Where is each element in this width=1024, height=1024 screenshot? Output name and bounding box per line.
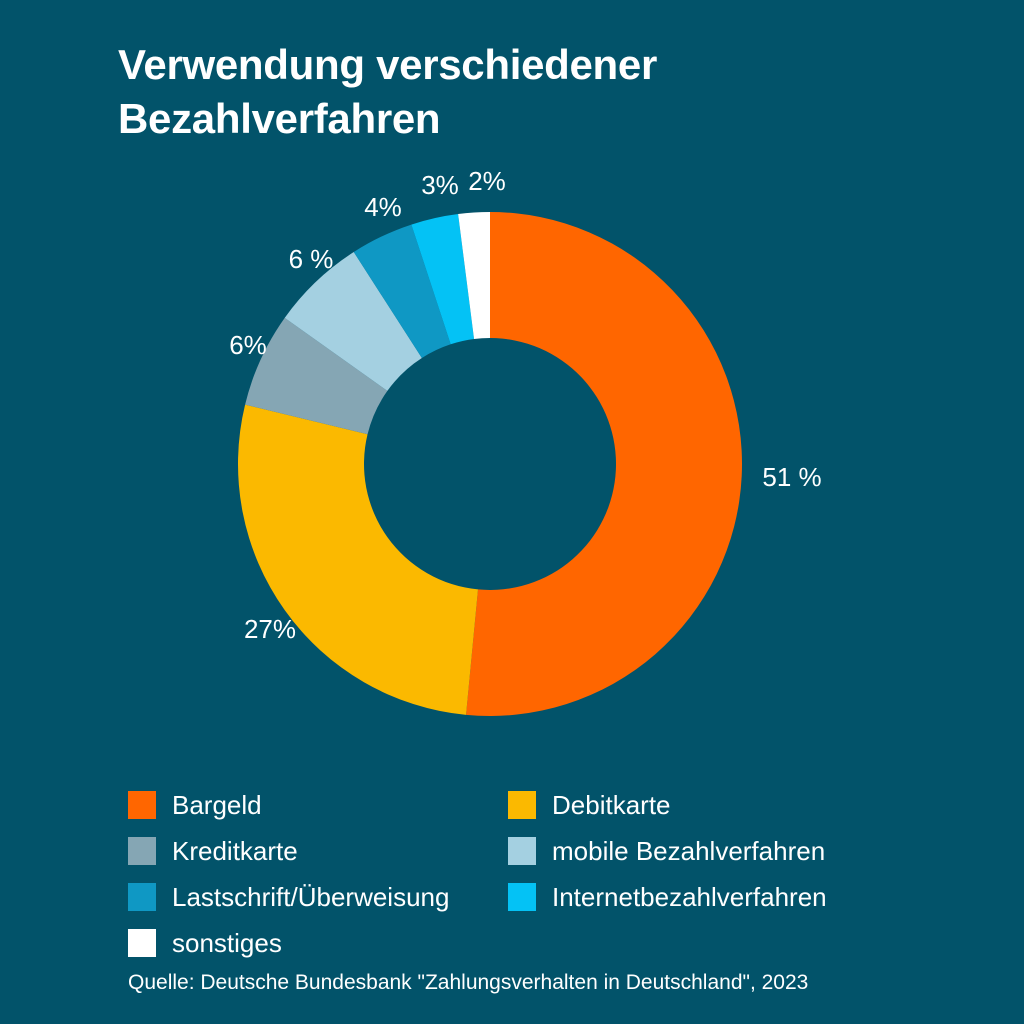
chart-title-line1: Verwendung verschiedener [118, 41, 658, 88]
data-label-2: 27% [244, 614, 296, 644]
legend-item-lastschrift: Lastschrift/Überweisung [128, 876, 508, 918]
donut-slice-4 [284, 252, 422, 391]
legend-item-mobile: mobile Bezahlverfahren [508, 830, 868, 872]
legend-swatch-mobile [508, 837, 536, 865]
donut-slice-2 [238, 404, 479, 715]
donut-slice-6 [411, 214, 475, 345]
data-label-4: 6 % [289, 244, 334, 274]
legend-label-lastschrift: Lastschrift/Überweisung [172, 881, 450, 912]
legend-swatch-sonstiges [128, 929, 156, 957]
data-label-1: 51 % [762, 462, 821, 492]
legend-swatch-kreditkarte [128, 837, 156, 865]
data-label-7: 2% [468, 166, 506, 196]
legend-item-internet: Internetbezahlverfahren [508, 876, 868, 918]
legend-item-sonstiges: sonstiges [128, 922, 508, 964]
donut-slice-1 [466, 212, 742, 717]
data-label-5: 4% [364, 192, 402, 222]
legend-label-debitkarte: Debitkarte [552, 789, 671, 820]
donut-slice-5 [353, 224, 451, 359]
legend-item-bargeld: Bargeld [128, 784, 508, 826]
legend-item-kreditkarte: Kreditkarte [128, 830, 508, 872]
legend-label-kreditkarte: Kreditkarte [172, 835, 298, 866]
donut-slice-3 [245, 317, 388, 435]
legend-swatch-internet [508, 883, 536, 911]
legend-label-internet: Internetbezahlverfahren [552, 881, 827, 912]
legend-swatch-debitkarte [508, 791, 536, 819]
legend-swatch-bargeld [128, 791, 156, 819]
legend-label-sonstiges: sonstiges [172, 927, 282, 958]
chart-legend: Bargeld Debitkarte Kreditkarte mobile Be… [128, 784, 888, 964]
data-label-3: 6% [229, 330, 267, 360]
legend-item-debitkarte: Debitkarte [508, 784, 868, 826]
chart-title: Verwendung verschiedener Bezahlverfahren [118, 38, 918, 146]
chart-title-line2: Bezahlverfahren [118, 95, 441, 142]
legend-label-bargeld: Bargeld [172, 789, 262, 820]
donut-slice-7 [458, 212, 490, 340]
data-label-6: 3% [421, 170, 459, 200]
legend-swatch-lastschrift [128, 883, 156, 911]
legend-label-mobile: mobile Bezahlverfahren [552, 835, 826, 866]
source-note: Quelle: Deutsche Bundesbank "Zahlungsver… [128, 971, 809, 994]
